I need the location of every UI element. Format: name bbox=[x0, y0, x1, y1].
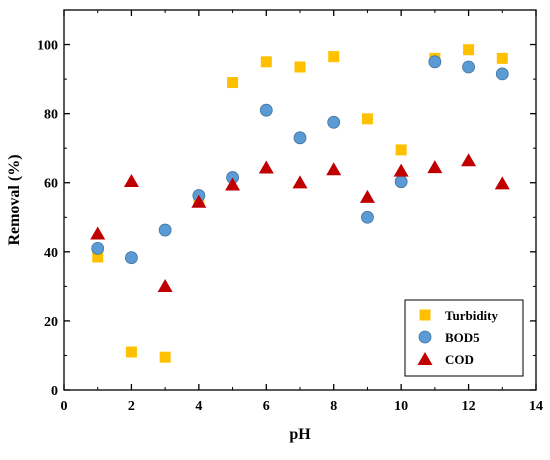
turbidity-point bbox=[361, 113, 373, 125]
turbidity-point bbox=[227, 77, 239, 89]
turbidity-point bbox=[328, 51, 340, 63]
turbidity-point bbox=[159, 351, 171, 363]
data-points-layer bbox=[90, 44, 510, 363]
cod-point bbox=[258, 160, 274, 174]
bod5-point bbox=[327, 115, 341, 129]
cod-point bbox=[191, 194, 207, 208]
turbidity-point bbox=[260, 56, 272, 68]
bod5-point bbox=[293, 131, 307, 145]
legend-label-turbidity: Turbidity bbox=[445, 308, 498, 323]
bod5-point bbox=[259, 103, 273, 117]
turbidity-point bbox=[294, 61, 306, 73]
x-tick-label: 2 bbox=[128, 399, 135, 414]
cod-point bbox=[292, 175, 308, 189]
y-tick-label: 20 bbox=[44, 315, 58, 330]
x-tick-label: 10 bbox=[394, 399, 408, 414]
cod-point bbox=[461, 153, 477, 167]
cod-point bbox=[326, 162, 342, 176]
turbidity-point bbox=[125, 346, 137, 358]
axes-layer: 0 2 4 6 8 10 12 14 0 20 40 60 80 100 pH Removal (%) bbox=[6, 9, 543, 443]
y-tick-label: 80 bbox=[44, 108, 58, 123]
turbidity-point bbox=[92, 251, 104, 263]
cod-point bbox=[359, 189, 375, 203]
cod-point bbox=[157, 279, 173, 293]
bod5-point bbox=[91, 241, 105, 255]
legend-marker-bod5 bbox=[418, 330, 432, 344]
bod5-point bbox=[462, 60, 475, 74]
bod5-point bbox=[158, 223, 172, 237]
legend-marker-turbidity bbox=[419, 309, 431, 321]
y-axis-title: Removal (%) bbox=[6, 154, 23, 245]
cod-point bbox=[90, 226, 106, 240]
cod-point bbox=[427, 160, 443, 174]
bod5-point bbox=[361, 210, 374, 224]
turbidity-point bbox=[496, 52, 508, 64]
x-tick-label: 8 bbox=[330, 399, 337, 414]
turbidity-point bbox=[395, 144, 407, 156]
bod5-point bbox=[495, 67, 509, 81]
x-tick-label: 0 bbox=[61, 399, 68, 414]
x-tick-label: 12 bbox=[462, 399, 476, 414]
y-tick-label: 40 bbox=[44, 246, 58, 261]
x-tick-label: 6 bbox=[263, 399, 270, 414]
legend-label-bod5: BOD5 bbox=[445, 330, 480, 345]
x-tick-label: 14 bbox=[529, 399, 543, 414]
bod5-point bbox=[125, 251, 138, 265]
cod-point bbox=[494, 176, 510, 190]
cod-point bbox=[393, 163, 409, 177]
cod-point bbox=[225, 177, 241, 191]
legend-marker-cod bbox=[417, 352, 433, 365]
turbidity-point bbox=[463, 44, 475, 56]
legend: Turbidity BOD5 COD bbox=[404, 299, 524, 377]
legend-label-cod: COD bbox=[445, 352, 474, 367]
cod-point bbox=[123, 174, 139, 187]
y-tick-label: 60 bbox=[44, 177, 58, 192]
y-tick-label: 0 bbox=[51, 384, 58, 399]
x-tick-label: 4 bbox=[195, 399, 202, 414]
y-tick-label: 100 bbox=[37, 39, 58, 54]
bod5-point bbox=[394, 175, 408, 189]
x-axis-title: pH bbox=[289, 426, 311, 443]
bod5-point bbox=[428, 55, 442, 69]
